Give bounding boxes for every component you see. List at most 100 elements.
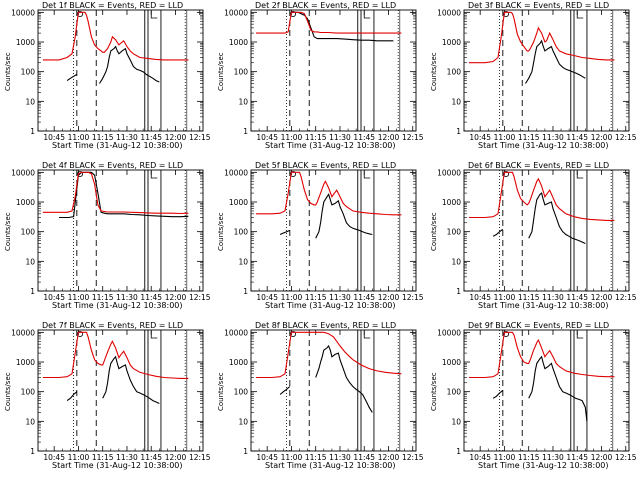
panel-plot-1: 1 10 100 1000 10000 10:45 11:00 11:15 11:30 11:45… xyxy=(11,8,211,142)
x-tick-label: 11:15 xyxy=(92,293,114,302)
detector-panel-7: 1 10 100 1000 10000 10:45 11:00 11:15 11:30 11:45… xyxy=(0,320,213,480)
events-series-line xyxy=(291,11,394,42)
events-series-line xyxy=(279,193,373,239)
x-tick-label: 11:30 xyxy=(116,133,138,142)
panel-plot-3: 1 10 100 1000 10000 10:45 11:00 11:15 11:30 11:45… xyxy=(437,8,637,142)
y-tick-label: 10000 xyxy=(437,168,461,177)
x-tick-label: 11:45 xyxy=(353,453,375,462)
y-tick-label: 1 xyxy=(456,127,461,136)
y-tick-label: 100 xyxy=(447,228,462,237)
detector-panel-3: 1 10 100 1000 10000 10:45 11:00 11:15 11:30 11:45… xyxy=(426,0,639,160)
plot-frame xyxy=(463,9,630,132)
x-tick-label: 11:45 xyxy=(566,453,588,462)
panel-ylabel: Counts/sec xyxy=(4,211,12,251)
panel-plot-4: 1 10 100 1000 10000 10:45 11:00 11:15 11:30 11:45… xyxy=(11,168,211,302)
x-tick-label: 12:00 xyxy=(165,293,187,302)
plot-frame xyxy=(250,169,417,292)
panel-xlabel: Start Time (31-Aug-12 10:38:00) xyxy=(265,461,396,470)
x-tick-label: 11:15 xyxy=(92,133,114,142)
lld-series-line xyxy=(255,171,402,216)
y-tick-label: 1000 xyxy=(229,198,248,207)
x-tick-label: 11:30 xyxy=(329,453,351,462)
events-series-line xyxy=(492,192,586,244)
y-tick-label: 1000 xyxy=(16,358,35,367)
attenuator-marker-icon xyxy=(290,10,297,17)
panel-xlabel: Start Time (31-Aug-12 10:38:00) xyxy=(478,461,609,470)
x-tick-label: 11:00 xyxy=(494,133,516,142)
y-tick-label: 10000 xyxy=(224,328,248,337)
y-tick-label: 100 xyxy=(447,68,462,77)
x-tick-label: 10:45 xyxy=(43,293,65,302)
panel-plot-7: 1 10 100 1000 10000 10:45 11:00 11:15 11:30 11:45… xyxy=(11,328,211,462)
panel-ylabel: Counts/sec xyxy=(430,51,438,91)
y-tick-label: 1 xyxy=(456,447,461,456)
panel-title: Det 8f BLACK = Events, RED = LLD xyxy=(255,321,397,330)
attenuator-marker-icon xyxy=(77,10,84,17)
x-tick-label: 11:00 xyxy=(494,293,516,302)
x-tick-label: 10:45 xyxy=(256,453,278,462)
x-tick-label: 11:15 xyxy=(305,133,327,142)
panel-xlabel: Start Time (31-Aug-12 10:38:00) xyxy=(52,301,183,310)
x-tick-label: 11:45 xyxy=(140,133,162,142)
panel-xlabel: Start Time (31-Aug-12 10:38:00) xyxy=(478,301,609,310)
x-tick-label: 11:45 xyxy=(140,453,162,462)
panel-xlabel: Start Time (31-Aug-12 10:38:00) xyxy=(52,461,183,470)
y-tick-label: 1000 xyxy=(442,198,461,207)
panel-plot-6: 1 10 100 1000 10000 10:45 11:00 11:15 11:30 11:45… xyxy=(437,168,637,302)
detector-panel-5: 1 10 100 1000 10000 10:45 11:00 11:15 11:30 11:45… xyxy=(213,160,426,320)
x-tick-label: 11:15 xyxy=(305,453,327,462)
y-tick-label: 1000 xyxy=(16,198,35,207)
lld-marker-icon xyxy=(150,11,158,19)
plot-frame xyxy=(250,9,417,132)
y-tick-label: 100 xyxy=(21,388,36,397)
x-tick-label: 11:15 xyxy=(92,453,114,462)
lld-marker-icon xyxy=(363,11,371,19)
lld-marker-icon xyxy=(150,331,158,339)
x-tick-label: 12:15 xyxy=(615,293,637,302)
y-tick-label: 10 xyxy=(451,257,461,266)
plot-frame xyxy=(250,329,417,452)
x-tick-label: 11:00 xyxy=(281,453,303,462)
panel-plot-8: 1 10 100 1000 10000 10:45 11:00 11:15 11:30 11:45… xyxy=(224,328,424,462)
panel-title: Det 4f BLACK = Events, RED = LLD xyxy=(42,161,184,170)
x-tick-label: 11:30 xyxy=(542,293,564,302)
y-tick-label: 10 xyxy=(25,257,35,266)
x-tick-label: 11:15 xyxy=(305,293,327,302)
lld-series-line xyxy=(42,171,189,215)
y-tick-label: 100 xyxy=(447,388,462,397)
x-tick-label: 11:45 xyxy=(140,293,162,302)
y-tick-label: 1 xyxy=(30,127,35,136)
y-tick-label: 10 xyxy=(238,97,248,106)
x-tick-label: 11:45 xyxy=(353,293,375,302)
lld-series-line xyxy=(42,331,189,379)
panel-title: Det 3f BLACK = Events, RED = LLD xyxy=(468,1,610,10)
plot-frame xyxy=(37,329,204,452)
events-series-line xyxy=(59,171,189,219)
x-tick-label: 12:00 xyxy=(165,453,187,462)
attenuator-marker-icon xyxy=(503,170,510,177)
lld-series-line xyxy=(468,11,615,64)
x-tick-label: 11:30 xyxy=(116,293,138,302)
y-tick-label: 100 xyxy=(234,388,249,397)
x-tick-label: 11:45 xyxy=(566,293,588,302)
x-tick-label: 11:00 xyxy=(68,453,90,462)
lld-series-line xyxy=(255,331,402,379)
lld-marker-icon xyxy=(576,11,584,19)
y-tick-label: 100 xyxy=(21,68,36,77)
panel-ylabel: Counts/sec xyxy=(4,371,12,411)
panel-xlabel: Start Time (31-Aug-12 10:38:00) xyxy=(265,301,396,310)
attenuator-marker-icon xyxy=(290,170,297,177)
plot-frame xyxy=(37,9,204,132)
attenuator-marker-icon xyxy=(503,330,510,337)
y-tick-label: 1 xyxy=(243,287,248,296)
y-tick-label: 10 xyxy=(238,257,248,266)
y-tick-label: 10000 xyxy=(437,8,461,17)
panel-title: Det 9f BLACK = Events, RED = LLD xyxy=(468,321,610,330)
detector-panel-9: 1 10 100 1000 10000 10:45 11:00 11:15 11:30 11:45… xyxy=(426,320,639,480)
y-tick-label: 10000 xyxy=(11,8,35,17)
x-tick-label: 10:45 xyxy=(256,133,278,142)
detector-panel-8: 1 10 100 1000 10000 10:45 11:00 11:15 11:30 11:45… xyxy=(213,320,426,480)
y-tick-label: 1000 xyxy=(16,38,35,47)
y-tick-label: 100 xyxy=(234,68,249,77)
events-series-line xyxy=(492,355,588,422)
